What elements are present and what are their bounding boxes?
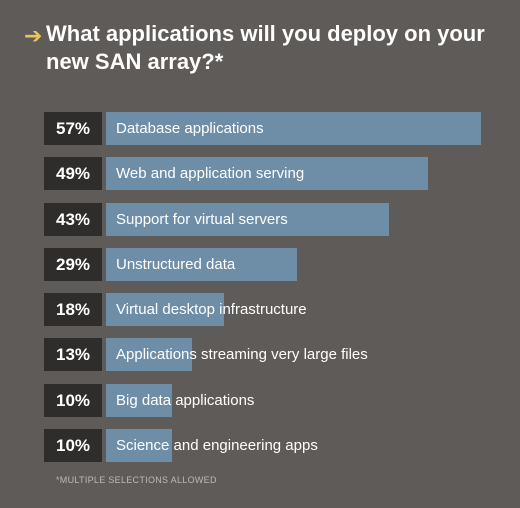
value-label: 13% (44, 338, 102, 372)
bar (106, 429, 172, 463)
bar (106, 157, 429, 191)
bar (106, 293, 225, 327)
category-label: Science and engineering apps (116, 437, 318, 455)
bar-row: 13% Applications streaming very large fil… (44, 338, 484, 372)
chart-header: ➔ What applications will you deploy on y… (24, 20, 504, 76)
bar (106, 202, 389, 236)
bar-row: 57% Database applications (44, 112, 484, 145)
bar-row: 10% Big data applications (44, 383, 484, 417)
category-label: Web and application serving (116, 165, 305, 183)
category-label: Applications streaming very large files (116, 346, 368, 364)
bar-track (106, 429, 481, 463)
arrow-icon: ➔ (24, 23, 43, 48)
category-label: Database applications (116, 120, 264, 137)
value-label: 18% (44, 293, 102, 327)
category-label: Virtual desktop infrastructure (116, 301, 307, 319)
bar (106, 112, 481, 145)
chart-title: What applications will you deploy on you… (46, 21, 485, 74)
bar-row: 10% Science and engineering apps (44, 429, 484, 463)
footnote: *MULTIPLE SELECTIONS ALLOWED (56, 475, 217, 485)
bar (106, 383, 172, 417)
category-label: Unstructured data (116, 255, 236, 273)
value-label: 57% (44, 112, 102, 145)
bar-rows: 57% Database applications 49% Web and appli… (44, 112, 484, 474)
value-label: 43% (44, 202, 102, 236)
bar (106, 247, 297, 281)
bar-track (106, 157, 481, 191)
value-label: 29% (44, 247, 102, 281)
bar-track (106, 293, 481, 327)
value-label: 10% (44, 383, 102, 417)
bar-track (106, 338, 481, 372)
category-label: Support for virtual servers (116, 210, 288, 228)
bar-row: 18% Virtual desktop infrastructure (44, 293, 484, 327)
bar-row: 29% Unstructured data (44, 247, 484, 281)
category-label: Big data applications (116, 391, 255, 409)
bar-track (106, 202, 481, 236)
bar-track (106, 112, 481, 145)
bar-row: 43% Support for virtual servers (44, 202, 484, 236)
bar-row: 49% Web and application serving (44, 157, 484, 191)
bar-track (106, 247, 481, 281)
value-label: 49% (44, 157, 102, 191)
bar-track (106, 383, 481, 417)
value-label: 10% (44, 429, 102, 463)
bar (106, 338, 192, 372)
